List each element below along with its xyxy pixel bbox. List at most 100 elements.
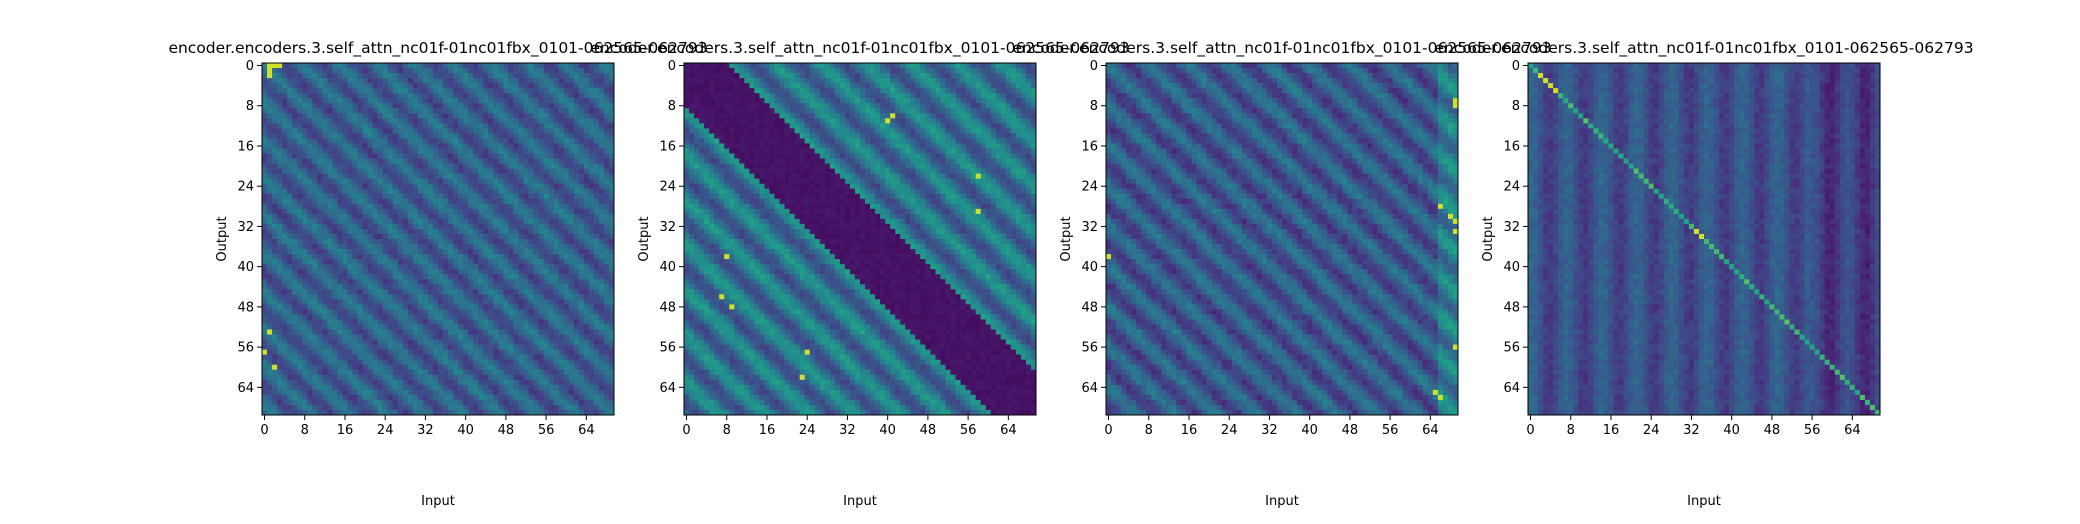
- heatmap-cell: [368, 365, 373, 370]
- heatmap-cell: [307, 209, 312, 214]
- heatmap-cell: [272, 380, 277, 385]
- heatmap-cell: [277, 314, 282, 319]
- heatmap-cell: [594, 118, 599, 123]
- heatmap-cell: [342, 279, 347, 284]
- heatmap-cell: [307, 385, 312, 390]
- heatmap-cell: [544, 209, 549, 214]
- heatmap-cell: [368, 108, 373, 113]
- heatmap-cell: [282, 324, 287, 329]
- heatmap-cell: [483, 138, 488, 143]
- heatmap-cell: [549, 380, 554, 385]
- heatmap-cell: [428, 148, 433, 153]
- heatmap-cell: [388, 370, 393, 375]
- heatmap-cell: [463, 179, 468, 184]
- heatmap-cell: [589, 128, 594, 133]
- heatmap-cell: [317, 309, 322, 314]
- heatmap-cell: [559, 314, 564, 319]
- heatmap-cell: [559, 395, 564, 400]
- heatmap-cell: [342, 83, 347, 88]
- heatmap-cell: [564, 164, 569, 169]
- heatmap-cell: [589, 365, 594, 370]
- heatmap-cell: [518, 154, 523, 159]
- heatmap-cell: [272, 370, 277, 375]
- heatmap-cell: [523, 199, 528, 204]
- heatmap-cell: [393, 405, 398, 410]
- heatmap-cell: [317, 375, 322, 380]
- heatmap-cell: [403, 294, 408, 299]
- heatmap-cell: [594, 400, 599, 405]
- heatmap-cell: [513, 73, 518, 78]
- heatmap-cell: [539, 355, 544, 360]
- heatmap-cell: [559, 360, 564, 365]
- heatmap-cell: [388, 365, 393, 370]
- heatmap-cell: [272, 264, 277, 269]
- heatmap-cell: [433, 159, 438, 164]
- heatmap-cell: [423, 78, 428, 83]
- heatmap-cell: [549, 294, 554, 299]
- heatmap-cell: [322, 330, 327, 335]
- heatmap-cell: [544, 294, 549, 299]
- heatmap-cell: [579, 184, 584, 189]
- heatmap-cell: [347, 194, 352, 199]
- heatmap-cell: [534, 254, 539, 259]
- heatmap-cell: [529, 204, 534, 209]
- heatmap-cell: [408, 244, 413, 249]
- heatmap-cell: [388, 244, 393, 249]
- heatmap-cell: [408, 209, 413, 214]
- heatmap-cell: [353, 154, 358, 159]
- heatmap-cell: [327, 209, 332, 214]
- heatmap-cell: [463, 113, 468, 118]
- heatmap-cell: [523, 335, 528, 340]
- heatmap-cell: [262, 375, 267, 380]
- heatmap-cell: [574, 214, 579, 219]
- heatmap-cell: [413, 68, 418, 73]
- heatmap-cell: [418, 73, 423, 78]
- heatmap-cell: [418, 219, 423, 224]
- heatmap-cell: [393, 254, 398, 259]
- heatmap-cell: [342, 169, 347, 174]
- heatmap-cell: [383, 164, 388, 169]
- heatmap-cell: [463, 309, 468, 314]
- heatmap-cell: [749, 63, 754, 68]
- heatmap-cell: [383, 224, 388, 229]
- heatmap-cell: [478, 249, 483, 254]
- heatmap-cell: [398, 204, 403, 209]
- heatmap-cell: [579, 370, 584, 375]
- heatmap-cell: [272, 204, 277, 209]
- heatmap-cell: [322, 370, 327, 375]
- heatmap-cell: [438, 179, 443, 184]
- heatmap-cell: [554, 78, 559, 83]
- heatmap-cell: [523, 365, 528, 370]
- heatmap-cell: [448, 133, 453, 138]
- heatmap-cell: [443, 224, 448, 229]
- heatmap-cell: [463, 385, 468, 390]
- heatmap-cell: [579, 118, 584, 123]
- heatmap-cell: [478, 159, 483, 164]
- heatmap-cell: [569, 319, 574, 324]
- heatmap-cell: [503, 219, 508, 224]
- heatmap-cell: [870, 63, 875, 68]
- heatmap-cell: [413, 304, 418, 309]
- heatmap-cell: [398, 93, 403, 98]
- heatmap-cell: [428, 93, 433, 98]
- heatmap-cell: [282, 385, 287, 390]
- heatmap-cell: [523, 380, 528, 385]
- heatmap-cell: [317, 128, 322, 133]
- heatmap-cell: [569, 98, 574, 103]
- heatmap-cell: [508, 118, 513, 123]
- heatmap-cell: [468, 350, 473, 355]
- heatmap-cell: [282, 309, 287, 314]
- heatmap-cell: [438, 229, 443, 234]
- heatmap-cell: [443, 375, 448, 380]
- heatmap-cell: [302, 128, 307, 133]
- heatmap-cell: [478, 88, 483, 93]
- heatmap-cell: [353, 224, 358, 229]
- heatmap-cell: [393, 314, 398, 319]
- heatmap-cell: [337, 98, 342, 103]
- heatmap-cell: [302, 395, 307, 400]
- heatmap-cell: [473, 299, 478, 304]
- heatmap-cell: [488, 194, 493, 199]
- heatmap-cell: [518, 128, 523, 133]
- heatmap-cell: [418, 390, 423, 395]
- heatmap-cell: [408, 304, 413, 309]
